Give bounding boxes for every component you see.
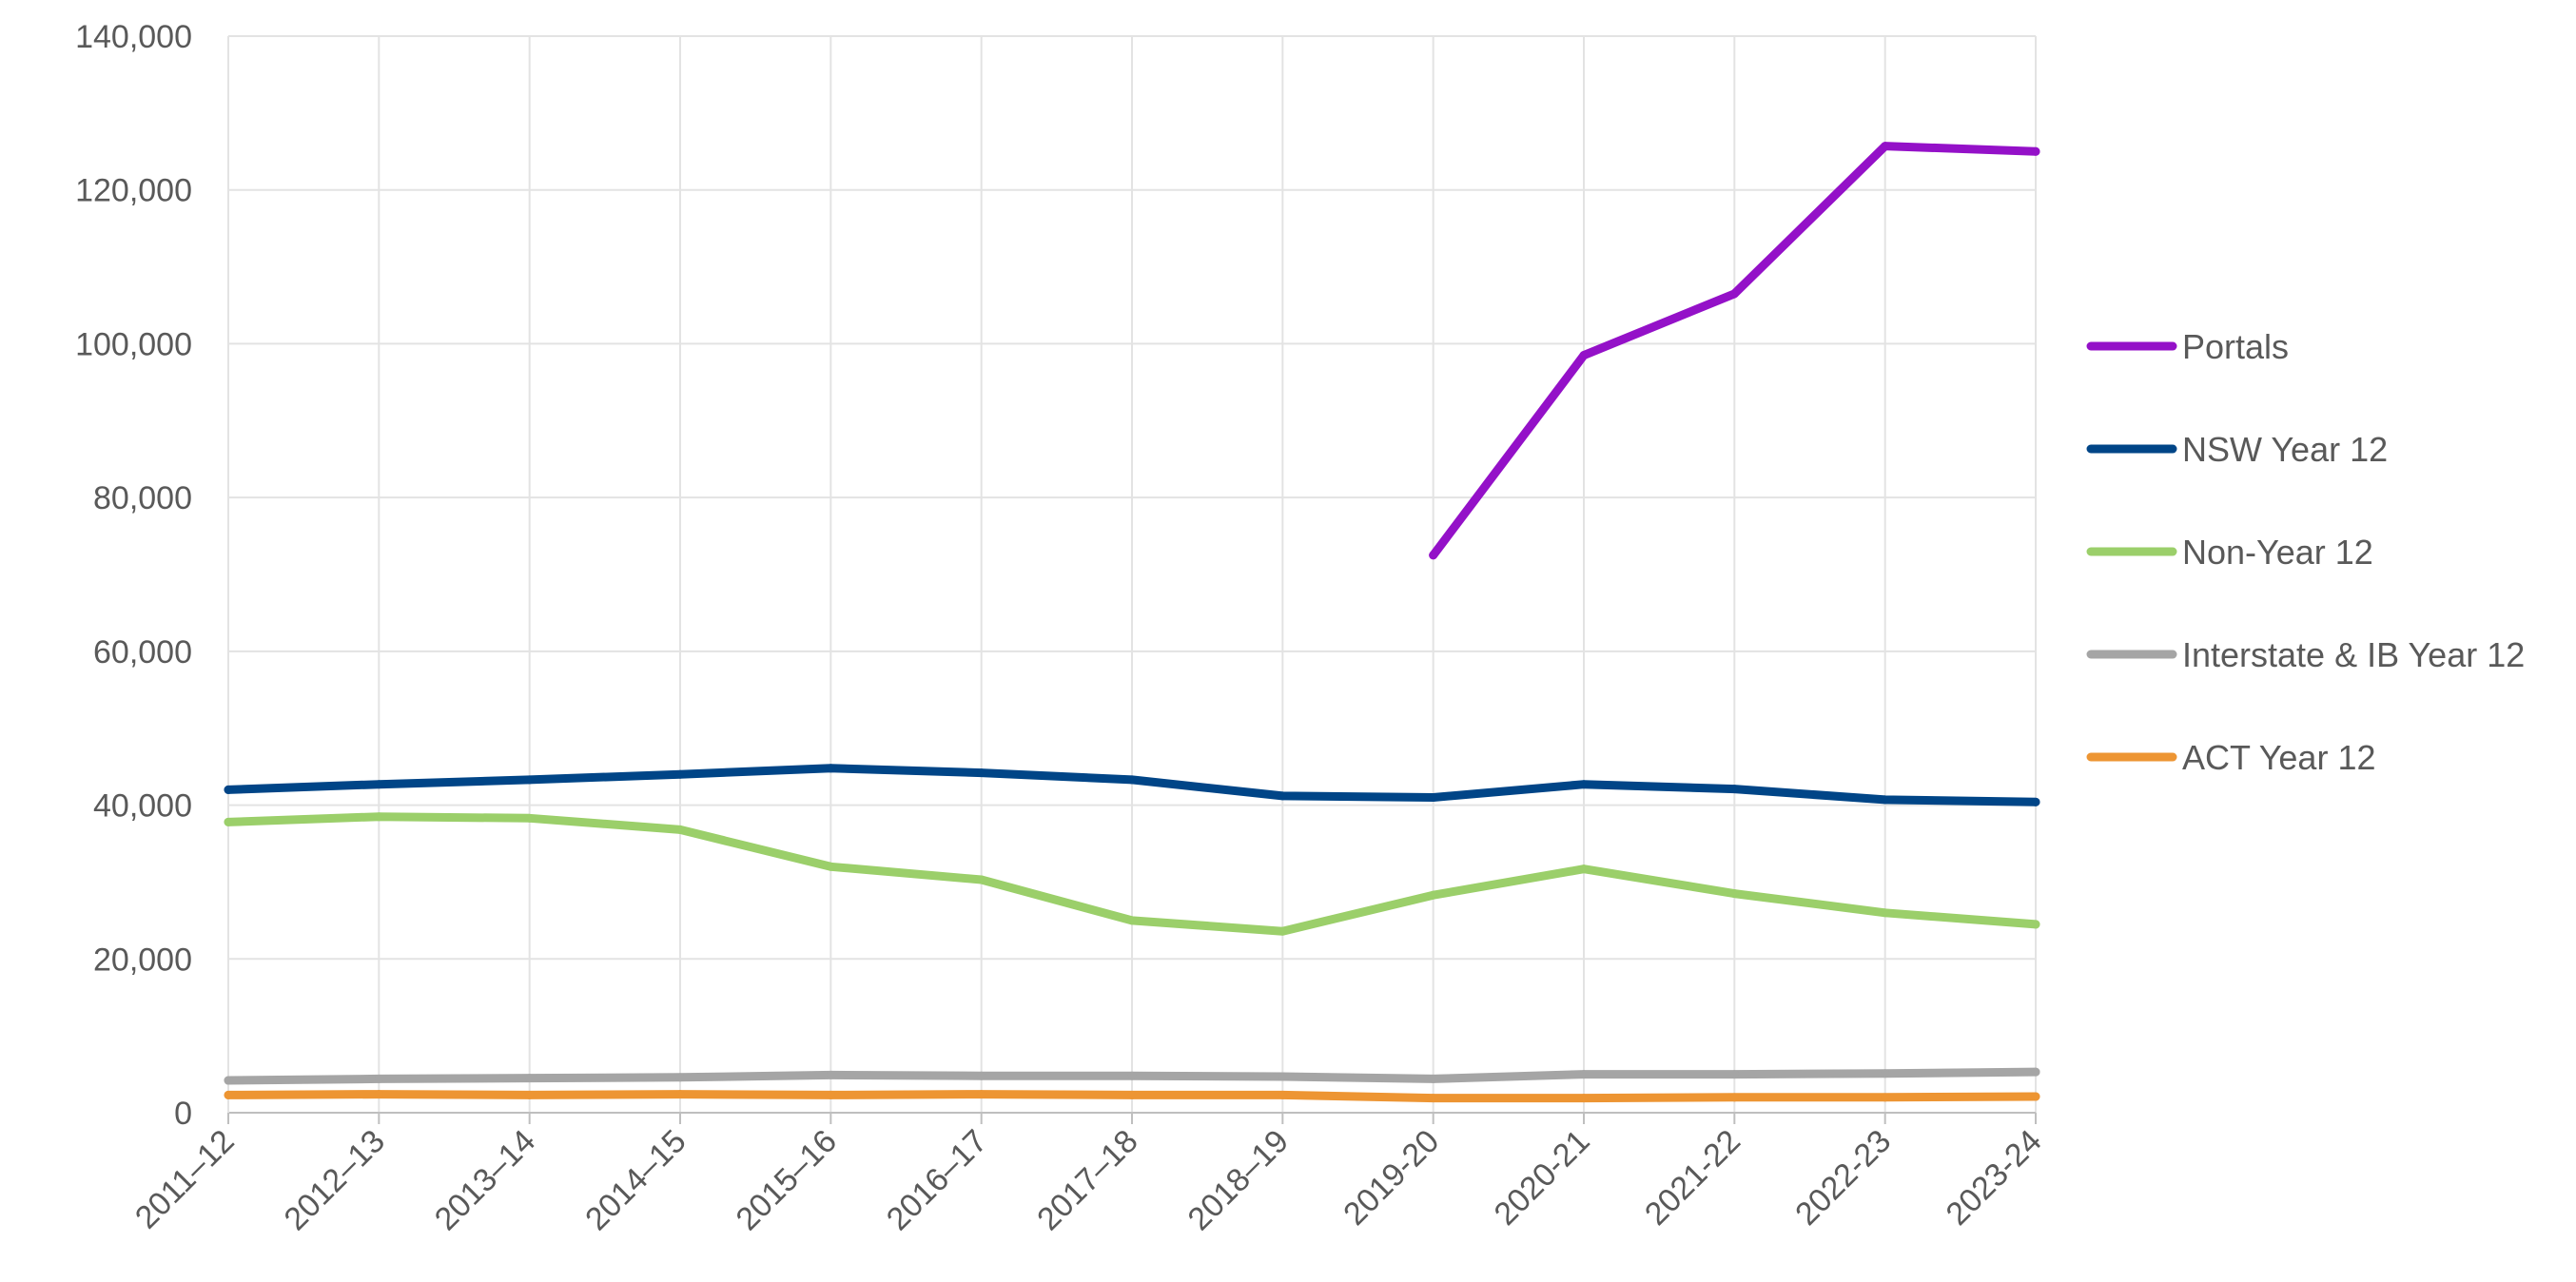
legend-item-interstate-ib-year-12: Interstate & IB Year 12 (2086, 635, 2525, 674)
data-point-non-year-12 (977, 875, 986, 884)
legend-item-portals: Portals (2086, 327, 2289, 366)
data-point-non-year-12 (374, 812, 383, 822)
x-tick-label: 2015–16 (730, 1123, 844, 1237)
gridlines (227, 35, 2037, 1113)
data-point-nsw-year-12 (1881, 795, 1890, 805)
x-axis-tick-labels: 2011–12 2012–13 2013–14 2014–15 2015–16 2016–… (128, 1123, 2049, 1237)
data-point-non-year-12 (826, 862, 835, 871)
data-point-interstate-ib-year-12 (1881, 1069, 1890, 1078)
legend: Portals NSW Year 12 Non-Year 12 Interstate … (2086, 327, 2525, 777)
data-point-interstate-ib-year-12 (977, 1071, 986, 1080)
data-point-interstate-ib-year-12 (525, 1074, 535, 1083)
data-point-non-year-12 (525, 813, 535, 823)
x-tick-label: 2011–12 (128, 1123, 242, 1236)
data-point-nsw-year-12 (977, 768, 986, 778)
data-point-interstate-ib-year-12 (1729, 1070, 1739, 1079)
data-point-interstate-ib-year-12 (1579, 1070, 1589, 1079)
legend-label: Portals (2182, 327, 2289, 366)
x-tick-label: 2013–14 (428, 1123, 542, 1237)
data-point-act-year-12 (675, 1090, 685, 1099)
x-tick-label: 2021-22 (1638, 1123, 1747, 1233)
x-tick-label: 2017–18 (1030, 1123, 1144, 1237)
data-point-non-year-12 (1429, 890, 1438, 900)
data-point-interstate-ib-year-12 (224, 1076, 233, 1085)
y-tick-label: 100,000 (75, 326, 192, 362)
data-point-nsw-year-12 (525, 775, 535, 785)
y-tick-label: 140,000 (75, 19, 192, 55)
y-tick-label: 40,000 (93, 788, 192, 825)
legend-item-non-year-12: Non-Year 12 (2086, 533, 2373, 572)
data-point-act-year-12 (224, 1090, 233, 1099)
x-tick-label: 2019-20 (1337, 1123, 1446, 1233)
data-point-act-year-12 (1127, 1090, 1137, 1099)
data-point-non-year-12 (1278, 926, 1287, 936)
data-point-interstate-ib-year-12 (1127, 1071, 1137, 1080)
x-tick-label: 2014–15 (578, 1123, 693, 1237)
data-point-nsw-year-12 (675, 769, 685, 779)
x-tick-label: 2012–13 (278, 1123, 392, 1237)
legend-item-act-year-12: ACT Year 12 (2086, 738, 2375, 777)
data-point-act-year-12 (2031, 1092, 2040, 1101)
y-tick-label: 20,000 (93, 942, 192, 978)
y-tick-label: 80,000 (93, 480, 192, 516)
x-tick-label: 2022-23 (1788, 1123, 1898, 1233)
data-point-interstate-ib-year-12 (675, 1073, 685, 1082)
y-tick-label: 0 (174, 1096, 192, 1132)
data-point-interstate-ib-year-12 (2031, 1067, 2040, 1077)
data-point-non-year-12 (1729, 889, 1739, 899)
data-point-nsw-year-12 (826, 764, 835, 773)
data-point-nsw-year-12 (1127, 775, 1137, 785)
x-tick-label: 2023-24 (1940, 1123, 2049, 1233)
data-point-nsw-year-12 (1579, 780, 1589, 789)
y-tick-label: 60,000 (93, 634, 192, 670)
data-point-act-year-12 (1729, 1093, 1739, 1102)
x-tick-label: 2018–19 (1181, 1123, 1296, 1237)
data-point-interstate-ib-year-12 (374, 1074, 383, 1083)
data-point-portals (1579, 351, 1589, 360)
legend-label: Interstate & IB Year 12 (2182, 635, 2525, 674)
x-tick-label: 2020-21 (1488, 1123, 1597, 1233)
data-point-nsw-year-12 (1429, 792, 1438, 802)
data-point-act-year-12 (1881, 1093, 1890, 1102)
data-point-nsw-year-12 (2031, 797, 2040, 806)
data-point-non-year-12 (1881, 908, 1890, 918)
y-tick-label: 120,000 (75, 173, 192, 209)
data-point-non-year-12 (224, 817, 233, 826)
data-point-nsw-year-12 (224, 785, 233, 794)
data-point-nsw-year-12 (1729, 785, 1739, 794)
data-point-portals (2031, 146, 2040, 156)
data-point-portals (1429, 551, 1438, 560)
data-point-act-year-12 (977, 1090, 986, 1099)
data-point-portals (1729, 289, 1739, 299)
data-point-act-year-12 (374, 1090, 383, 1099)
legend-label: Non-Year 12 (2182, 533, 2373, 572)
legend-label: ACT Year 12 (2182, 738, 2375, 777)
data-point-act-year-12 (525, 1090, 535, 1099)
legend-label: NSW Year 12 (2182, 430, 2388, 469)
y-axis-tick-labels: 0 20,000 40,000 60,000 80,000 100,000 120,000 1… (75, 19, 192, 1132)
data-point-nsw-year-12 (1278, 791, 1287, 801)
data-point-interstate-ib-year-12 (1278, 1072, 1287, 1081)
data-point-act-year-12 (826, 1090, 835, 1099)
data-point-non-year-12 (1579, 864, 1589, 874)
axes (227, 36, 2037, 1124)
series-lines (224, 142, 2040, 1103)
data-point-non-year-12 (675, 825, 685, 834)
data-point-act-year-12 (1429, 1094, 1438, 1103)
data-point-portals (1881, 142, 1890, 151)
x-tick-label: 2016–17 (880, 1123, 994, 1237)
data-point-non-year-12 (1127, 916, 1137, 925)
data-point-non-year-12 (2031, 920, 2040, 929)
data-point-interstate-ib-year-12 (826, 1070, 835, 1079)
legend-item-nsw-year-12: NSW Year 12 (2086, 430, 2388, 469)
data-point-nsw-year-12 (374, 780, 383, 789)
data-point-interstate-ib-year-12 (1429, 1074, 1438, 1083)
data-point-act-year-12 (1278, 1090, 1287, 1099)
data-point-act-year-12 (1579, 1094, 1589, 1103)
